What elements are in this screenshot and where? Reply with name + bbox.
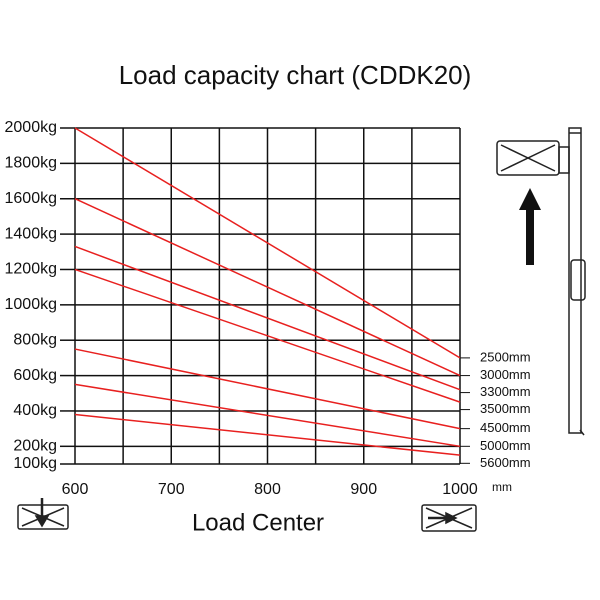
y-tick-label: 1800kg [5,155,58,172]
series-label: 3300mm [480,384,531,399]
y-tick-label: 1000kg [5,296,58,313]
series-label: 3000mm [480,367,531,382]
x-tick-label: 800 [254,481,281,498]
left-pallet-icon [17,498,69,530]
series-line [74,383,461,448]
x-tick-label: 900 [350,481,377,498]
x-unit: mm [492,480,512,494]
y-tick-label: 400kg [13,402,57,419]
series-line [74,413,461,456]
y-tick-label: 800kg [13,331,57,348]
series-label: 4500mm [480,420,531,435]
series-line [74,268,461,403]
y-tick-label: 1600kg [5,190,58,207]
x-tick-label: 1000 [442,481,478,498]
y-tick-label: 600kg [13,367,57,384]
y-tick-label: 200kg [13,438,57,455]
series-line [74,348,461,430]
forklift-icon [496,127,586,436]
series-line [74,127,461,359]
y-tick-label: 100kg [13,455,57,472]
y-tick-label: 2000kg [5,119,58,136]
y-tick-label: 1200kg [5,261,58,278]
x-tick-label: 600 [62,481,89,498]
y-tick-label: 1400kg [5,225,58,242]
series-label: 5000mm [480,438,531,453]
series-line [74,245,461,391]
chart-title: Load capacity chart (CDDK20) [119,60,472,90]
series-label: 3500mm [480,401,531,416]
series-label: 2500mm [480,349,531,364]
x-axis-label: Load Center [192,509,324,536]
right-pallet-icon [421,504,477,532]
series-line [74,198,461,377]
series-label: 5600mm [480,455,531,470]
x-tick-label: 700 [158,481,185,498]
